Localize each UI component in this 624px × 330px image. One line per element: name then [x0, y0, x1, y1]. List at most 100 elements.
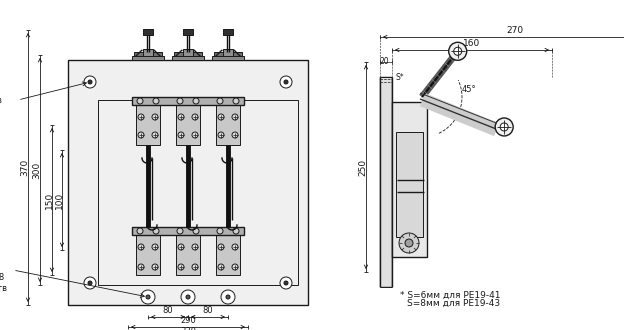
- Bar: [136, 233, 160, 275]
- Bar: [176, 233, 200, 275]
- Circle shape: [137, 98, 143, 104]
- Text: 160: 160: [464, 39, 480, 48]
- Circle shape: [233, 228, 239, 234]
- Circle shape: [153, 98, 159, 104]
- Circle shape: [88, 281, 92, 285]
- Circle shape: [178, 114, 184, 120]
- Bar: [216, 103, 240, 145]
- Text: 290: 290: [180, 316, 196, 325]
- Circle shape: [495, 118, 513, 136]
- Circle shape: [399, 233, 419, 253]
- Bar: [132, 227, 244, 235]
- Circle shape: [280, 76, 292, 88]
- Bar: [174, 52, 202, 58]
- Bar: [216, 233, 240, 275]
- Circle shape: [178, 244, 184, 250]
- Text: 45°: 45°: [462, 84, 477, 93]
- Bar: [223, 29, 233, 35]
- Circle shape: [221, 290, 235, 304]
- Bar: [172, 56, 204, 60]
- Circle shape: [233, 98, 239, 104]
- Text: 370: 370: [21, 159, 29, 176]
- Bar: [98, 100, 298, 285]
- Circle shape: [177, 228, 183, 234]
- Circle shape: [138, 114, 144, 120]
- Circle shape: [146, 295, 150, 299]
- Bar: [214, 52, 242, 58]
- Bar: [186, 145, 190, 233]
- Text: Ø18
6 отв: Ø18 6 отв: [0, 273, 7, 293]
- Circle shape: [500, 123, 508, 131]
- Circle shape: [217, 228, 223, 234]
- Circle shape: [192, 264, 198, 270]
- Bar: [132, 56, 164, 60]
- Circle shape: [284, 281, 288, 285]
- Bar: [132, 97, 244, 105]
- Text: 270: 270: [507, 26, 524, 35]
- Text: S*: S*: [396, 73, 404, 82]
- Bar: [392, 102, 427, 257]
- Text: 150: 150: [44, 191, 54, 209]
- Bar: [143, 49, 153, 58]
- Circle shape: [218, 264, 224, 270]
- Circle shape: [181, 290, 195, 304]
- Bar: [380, 77, 392, 287]
- Bar: [68, 60, 308, 305]
- Bar: [183, 49, 193, 58]
- Text: S=8мм для РЕ19-43: S=8мм для РЕ19-43: [407, 299, 500, 308]
- Circle shape: [152, 132, 158, 138]
- Circle shape: [152, 264, 158, 270]
- Circle shape: [217, 98, 223, 104]
- Circle shape: [88, 80, 92, 84]
- Circle shape: [138, 132, 144, 138]
- Circle shape: [232, 114, 238, 120]
- Circle shape: [137, 228, 143, 234]
- Bar: [143, 29, 153, 35]
- Circle shape: [84, 76, 96, 88]
- Circle shape: [84, 277, 96, 289]
- Circle shape: [449, 42, 467, 60]
- Text: 80: 80: [163, 306, 173, 315]
- Circle shape: [138, 264, 144, 270]
- Circle shape: [280, 277, 292, 289]
- Circle shape: [454, 47, 462, 55]
- Circle shape: [152, 114, 158, 120]
- Circle shape: [226, 295, 230, 299]
- Circle shape: [193, 228, 199, 234]
- Text: Ø11
4 отв: Ø11 4 отв: [0, 85, 1, 105]
- Circle shape: [141, 290, 155, 304]
- Bar: [226, 145, 230, 233]
- Circle shape: [193, 98, 199, 104]
- Bar: [146, 145, 150, 233]
- Circle shape: [138, 244, 144, 250]
- Circle shape: [178, 264, 184, 270]
- Text: 250: 250: [359, 158, 368, 176]
- Bar: [176, 103, 200, 145]
- Circle shape: [186, 295, 190, 299]
- Bar: [136, 103, 160, 145]
- Bar: [212, 56, 244, 60]
- Circle shape: [405, 239, 413, 247]
- Circle shape: [177, 98, 183, 104]
- Bar: [134, 52, 162, 58]
- Circle shape: [152, 244, 158, 250]
- Text: * S=6мм для РЕ19-41: * S=6мм для РЕ19-41: [400, 291, 500, 300]
- Text: 100: 100: [54, 191, 64, 209]
- Text: 330: 330: [180, 327, 196, 330]
- Bar: [183, 29, 193, 35]
- Text: 20: 20: [379, 57, 389, 67]
- Text: 300: 300: [32, 161, 42, 179]
- Circle shape: [192, 114, 198, 120]
- Text: 80: 80: [203, 306, 213, 315]
- Circle shape: [218, 132, 224, 138]
- Circle shape: [192, 132, 198, 138]
- Bar: [396, 132, 423, 237]
- Circle shape: [232, 132, 238, 138]
- Circle shape: [232, 244, 238, 250]
- Circle shape: [218, 244, 224, 250]
- Circle shape: [218, 114, 224, 120]
- Circle shape: [153, 228, 159, 234]
- Circle shape: [192, 244, 198, 250]
- Circle shape: [178, 132, 184, 138]
- Bar: [223, 49, 233, 58]
